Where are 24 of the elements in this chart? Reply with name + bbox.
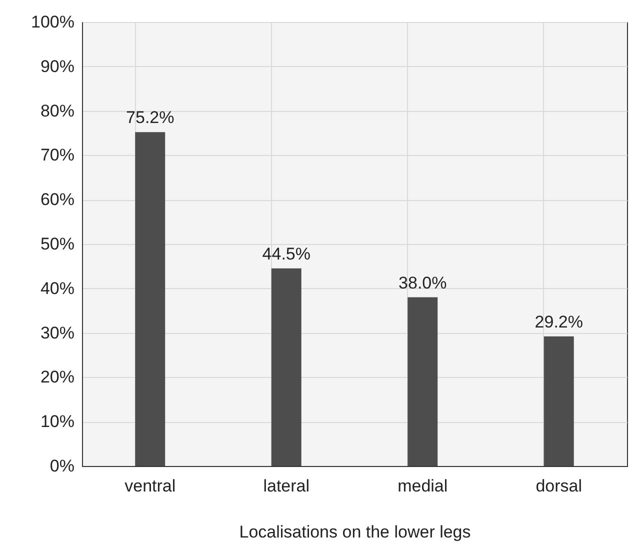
- x-tick-label: medial: [398, 476, 448, 496]
- y-tick-label: 60%: [40, 190, 74, 210]
- data-label: 44.5%: [262, 244, 310, 264]
- bar: [271, 268, 302, 466]
- y-tick-label: 50%: [40, 234, 74, 254]
- x-tick-label: lateral: [263, 476, 310, 496]
- y-tick-label: 0%: [50, 456, 74, 476]
- x-tick-label: ventral: [124, 476, 176, 496]
- x-tick-label: dorsal: [536, 476, 582, 496]
- y-tick-label: 70%: [40, 146, 74, 165]
- bar: [135, 132, 166, 466]
- y-tick-label: 80%: [40, 101, 74, 120]
- data-label: 75.2%: [126, 108, 174, 128]
- y-tick-label: 30%: [40, 323, 74, 342]
- y-tick-label: 40%: [40, 278, 74, 298]
- data-label: 29.2%: [534, 312, 583, 332]
- y-tick-label: 20%: [40, 368, 74, 387]
- data-label: 38.0%: [398, 273, 447, 292]
- y-tick-label: 100%: [31, 12, 74, 32]
- y-tick-label: 90%: [40, 56, 74, 76]
- bar: [408, 297, 438, 466]
- y-tick-label: 10%: [40, 412, 74, 432]
- bar: [544, 336, 574, 466]
- x-axis-title: Localisations on the lower legs: [239, 522, 471, 542]
